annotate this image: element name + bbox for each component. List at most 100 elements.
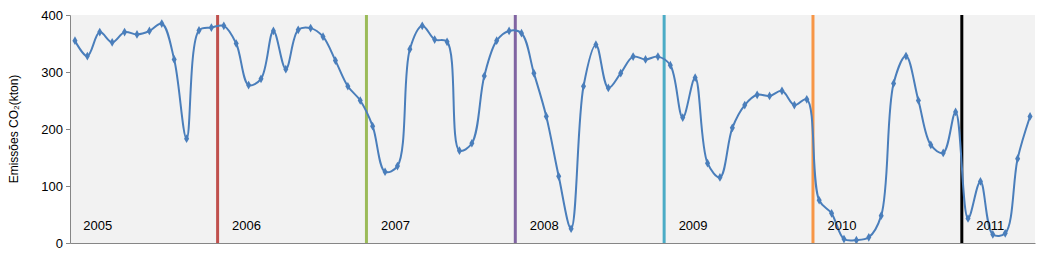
y-tick: 0 [56, 236, 70, 251]
marker [234, 39, 239, 48]
marker [159, 19, 164, 28]
marker [655, 52, 660, 61]
marker [693, 73, 698, 82]
marker [531, 69, 536, 78]
plot-background [70, 15, 1035, 243]
marker [941, 149, 946, 158]
y-tick-mark [66, 15, 70, 16]
marker [271, 27, 276, 36]
series [72, 19, 1032, 243]
x-tick-label: 2009 [679, 218, 708, 233]
marker [246, 81, 251, 90]
x-tick: 2007 [373, 218, 410, 243]
marker [221, 21, 226, 30]
x-tick: 2005 [75, 218, 112, 243]
marker [395, 162, 400, 171]
line [75, 23, 1030, 240]
marker [631, 52, 636, 61]
y-tick: 400 [41, 8, 70, 23]
marker [618, 69, 623, 78]
marker [966, 214, 971, 223]
y-tick: 200 [41, 122, 70, 137]
marker [296, 25, 301, 34]
y-tick-mark [66, 243, 70, 244]
marker [196, 26, 201, 35]
y-axis-title: Emissões CO₂(kton) [7, 75, 21, 184]
marker [643, 55, 648, 64]
marker [507, 27, 512, 36]
marker [407, 45, 412, 54]
marker [494, 36, 499, 45]
chart: 0 100 200 300 400 2005 2006 2007 2008 2009 2010 201… [0, 0, 1043, 267]
marker [928, 141, 933, 150]
marker [903, 52, 908, 61]
x-tick-label: 2010 [827, 218, 856, 233]
marker [283, 65, 288, 74]
marker [172, 55, 177, 64]
marker [779, 86, 784, 95]
y-tick: 300 [41, 65, 70, 80]
marker [854, 236, 859, 243]
marker [333, 56, 338, 65]
marker [978, 177, 983, 186]
y-tick-label: 0 [56, 236, 63, 251]
marker [370, 122, 375, 131]
year-separator [216, 15, 219, 243]
marker [432, 35, 437, 44]
marker [717, 173, 722, 182]
marker [482, 72, 487, 81]
marker [85, 52, 90, 61]
marker [556, 172, 561, 181]
marker [792, 101, 797, 110]
x-tick: 2008 [522, 218, 559, 243]
marker [866, 233, 871, 242]
marker [593, 40, 598, 49]
marker [383, 167, 388, 176]
marker [544, 112, 549, 121]
y-tick-mark [66, 72, 70, 73]
x-tick-label: 2008 [530, 218, 559, 233]
year-separator [514, 15, 517, 243]
plot: 0 100 200 300 400 2005 2006 2007 2008 2009 2010 201… [41, 8, 1035, 251]
y-tick-mark [66, 186, 70, 187]
marker [184, 134, 189, 143]
marker [841, 235, 846, 243]
marker [742, 101, 747, 110]
marker [581, 82, 586, 91]
marker [72, 36, 77, 45]
x-axis-line [71, 243, 1036, 244]
y-tick: 100 [41, 179, 70, 194]
y-tick-label: 100 [41, 179, 63, 194]
marker [321, 32, 326, 41]
marker [469, 139, 474, 148]
marker [457, 146, 462, 155]
year-separator [960, 15, 963, 243]
x-tick-label: 2007 [381, 218, 410, 233]
x-tick: 2006 [224, 218, 261, 243]
x-tick: 2009 [671, 218, 708, 243]
marker [420, 21, 425, 30]
marker [1028, 112, 1033, 121]
marker [680, 113, 685, 122]
marker [345, 82, 350, 91]
year-separator [663, 15, 666, 243]
marker [817, 196, 822, 205]
marker [705, 159, 710, 168]
marker [730, 123, 735, 132]
y-tick-label: 300 [41, 65, 63, 80]
x-axis: 2005 2006 2007 2008 2009 2010 2011 [71, 218, 1036, 244]
marker [258, 74, 263, 83]
marker [804, 95, 809, 104]
marker [519, 29, 524, 38]
x-tick: 2011 [969, 218, 1005, 243]
y-tick-label: 200 [41, 122, 63, 137]
marker [606, 84, 611, 93]
marker [755, 90, 760, 99]
marker [916, 96, 921, 105]
marker [668, 61, 673, 70]
x-tick-label: 2011 [976, 218, 1004, 233]
marker [134, 30, 139, 39]
marker [1015, 154, 1020, 163]
y-tick-mark [66, 129, 70, 130]
x-tick-label: 2006 [232, 218, 261, 233]
